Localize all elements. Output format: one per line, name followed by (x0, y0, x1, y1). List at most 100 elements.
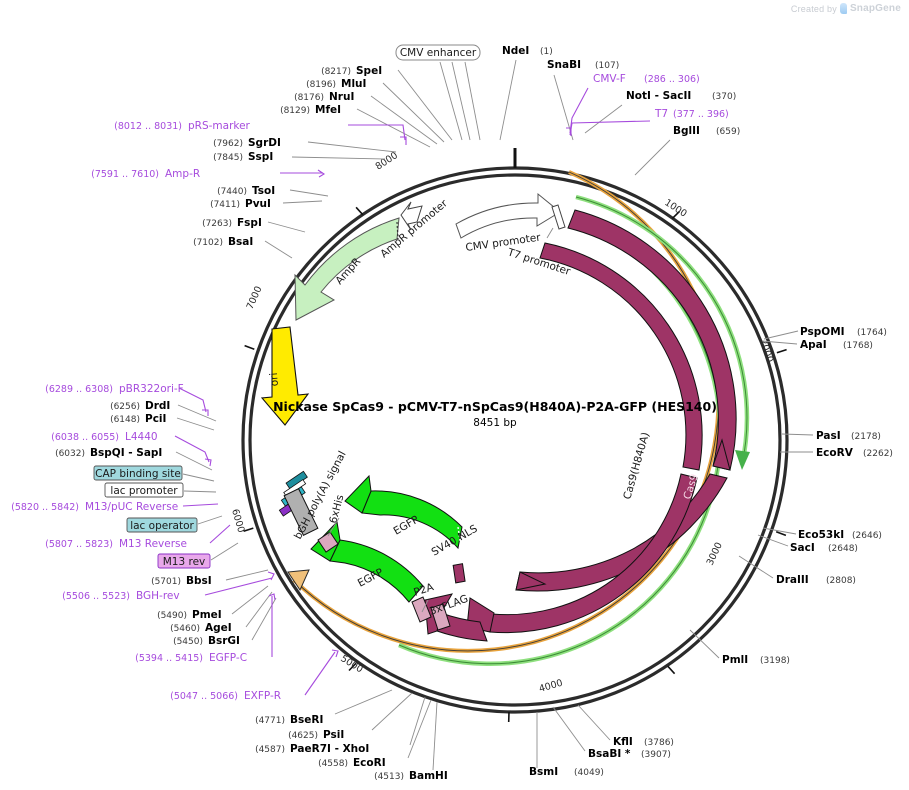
enzyme-ndei[interactable]: NdeI (502, 45, 529, 57)
enzyme-sgrdi[interactable]: SgrDI (248, 137, 281, 149)
tick-label-6000: 6000 (229, 508, 246, 534)
enzyme-bsmi-pos: (4049) (574, 768, 604, 778)
enzyme-drdi-pos: (6256) (110, 402, 140, 412)
primer-amp-r[interactable]: Amp-R (165, 168, 200, 180)
enzyme-fspi-pos: (7263) (202, 219, 232, 229)
enzyme-pmli[interactable]: PmlI (722, 654, 748, 666)
enzyme-fspi[interactable]: FspI (237, 217, 262, 229)
enzyme-pspomi[interactable]: PspOMI (800, 326, 845, 338)
primer-exfp-r-range: (5047 .. 5066) (170, 691, 238, 702)
green-cds-arc-outer (575, 194, 750, 470)
small-feature-boxes (278, 470, 466, 631)
primer-cmv-f[interactable]: CMV-F (593, 73, 626, 85)
plasmid-title-block: Nickase SpCas9 - pCMV-T7-nSpCas9(H840A)-… (273, 399, 717, 429)
enzyme-paer7i-xhoi[interactable]: PaeR7I - XhoI (290, 743, 369, 755)
enzyme-nrui[interactable]: NruI (329, 91, 354, 103)
primer-pbr322ori-f-range: (6289 .. 6308) (45, 384, 113, 395)
enzyme-bglii[interactable]: BglII (673, 125, 700, 137)
enzyme-bseri[interactable]: BseRI (290, 714, 323, 726)
cap-binding-site-label[interactable]: CAP binding site (93, 465, 215, 482)
enzyme-ecori[interactable]: EcoRI (353, 757, 386, 769)
enzyme-bsabi-pos: (3907) (641, 750, 671, 760)
plasmid-title: Nickase SpCas9 - pCMV-T7-nSpCas9(H840A)-… (273, 399, 717, 414)
enzyme-pasi-pos: (2178) (851, 432, 881, 442)
enzyme-bsrgi[interactable]: BsrGI (208, 635, 240, 647)
tick-label-4000: 4000 (538, 678, 564, 695)
bottom-enzyme-labels: (4771) BseRI (4625) PsiI (4587) PaeR7I -… (255, 689, 448, 782)
enzyme-kfli[interactable]: KflI (613, 736, 633, 748)
primer-egfp-c[interactable]: EGFP-C (209, 652, 247, 664)
enzyme-bspqi-sapi[interactable]: BspQI - SapI (90, 447, 162, 459)
enzyme-ndei-pos: (1) (540, 47, 553, 57)
primer-pbr322ori-f[interactable]: pBR322ori-F (119, 383, 184, 395)
feature-label-cas9-h840a: Cas9(H840A) (621, 431, 652, 501)
enzyme-psii[interactable]: PsiI (323, 729, 344, 741)
enzyme-pvui[interactable]: PvuI (245, 198, 271, 210)
enzyme-psii-pos: (4625) (288, 731, 318, 741)
enzyme-bsabi[interactable]: BsaBI * (588, 748, 631, 760)
lac-promoter-label[interactable]: lac promoter (104, 482, 217, 498)
enzyme-spei-pos: (8217) (321, 67, 351, 77)
enzyme-sspi[interactable]: SspI (248, 151, 273, 163)
enzyme-pmli-pos: (3198) (760, 656, 790, 666)
enzyme-saci[interactable]: SacI (790, 542, 815, 554)
enzyme-apai-pos: (1768) (843, 341, 873, 351)
enzyme-bseri-pos: (4771) (255, 716, 285, 726)
enzyme-bsai[interactable]: BsaI (228, 236, 253, 248)
primer-t7[interactable]: T7 (654, 108, 668, 120)
primer-cmv-f-range: (286 .. 306) (644, 74, 700, 85)
enzyme-tsoi-pos: (7440) (217, 187, 247, 197)
enzyme-tsoi[interactable]: TsoI (252, 185, 275, 197)
m13-rev-label[interactable]: M13 rev (157, 542, 239, 569)
enzyme-bamhi[interactable]: BamHI (409, 770, 448, 782)
enzyme-eco53ki[interactable]: Eco53kI (798, 529, 844, 541)
enzyme-spei[interactable]: SpeI (356, 65, 382, 77)
enzyme-bsrgi-pos: (5450) (173, 637, 203, 647)
primer-bgh-rev[interactable]: BGH-rev (136, 590, 180, 602)
enzyme-agei[interactable]: AgeI (205, 622, 232, 634)
enzyme-snabi-pos: (107) (595, 61, 619, 71)
enzyme-noti-sacii[interactable]: NotI - SacII (626, 90, 691, 102)
primer-amp-r-range: (7591 .. 7610) (91, 169, 159, 180)
egfp-arrow-upper (344, 474, 463, 550)
enzyme-ecorv[interactable]: EcoRV (816, 447, 854, 459)
plasmid-size: 8451 bp (473, 417, 517, 429)
primer-prs-marker[interactable]: pRS-marker (188, 120, 251, 132)
primer-l4440[interactable]: L4440 (125, 431, 158, 443)
cap-binding-site-text: CAP binding site (95, 468, 181, 480)
primer-t7-range: (377 .. 396) (673, 109, 729, 120)
lac-operator-text: lac operator (130, 520, 194, 532)
enzyme-drdi[interactable]: DrdI (145, 400, 170, 412)
enzyme-bbsi[interactable]: BbsI (186, 575, 212, 587)
lac-operator-label[interactable]: lac operator (126, 515, 223, 533)
feature-label-ori: ori (268, 372, 281, 387)
watermark-prefix: Created by (790, 3, 837, 14)
enzyme-bsmi[interactable]: BsmI (529, 766, 558, 778)
cmv-enhancer-label[interactable]: CMV enhancer (395, 44, 481, 141)
primer-exfp-r[interactable]: EXFP-R (244, 690, 281, 702)
feature-label-cmv-promoter: CMV promoter (465, 231, 542, 254)
primer-bgh-rev-range: (5506 .. 5523) (62, 591, 130, 602)
enzyme-pcii[interactable]: PciI (145, 413, 166, 425)
enzyme-nrui-pos: (8176) (294, 93, 324, 103)
enzyme-pcii-pos: (6148) (110, 415, 140, 425)
snapgene-watermark: Created by SnapGene (791, 3, 901, 14)
enzyme-draiii[interactable]: DraIII (776, 574, 809, 586)
enzyme-pmei[interactable]: PmeI (192, 609, 222, 621)
bottom-right-enzyme-labels: KflI (3786) BsaBI * (3907) BsmI (4049) (529, 704, 674, 778)
tick-label-8000: 8000 (374, 150, 400, 172)
enzyme-eco53ki-pos: (2646) (852, 531, 882, 541)
primer-m13puc-rev-range: (5820 .. 5842) (11, 502, 79, 513)
primer-m13-reverse[interactable]: M13 Reverse (119, 538, 187, 550)
enzyme-mfei[interactable]: MfeI (315, 104, 341, 116)
enzyme-kfli-pos: (3786) (644, 738, 674, 748)
enzyme-mlui[interactable]: MluI (341, 78, 366, 90)
enzyme-bspqi-pos: (6032) (55, 449, 85, 459)
enzyme-noti-pos: (370) (712, 92, 736, 102)
primer-m13puc-reverse[interactable]: M13/pUC Reverse (85, 501, 178, 513)
enzyme-snabi[interactable]: SnaBI (547, 59, 581, 71)
enzyme-apai[interactable]: ApaI (800, 339, 827, 351)
mid-left-labels: (6289 .. 6308) pBR322ori-F (6256) DrdI (… (11, 383, 339, 702)
enzyme-pasi[interactable]: PasI (816, 430, 841, 442)
